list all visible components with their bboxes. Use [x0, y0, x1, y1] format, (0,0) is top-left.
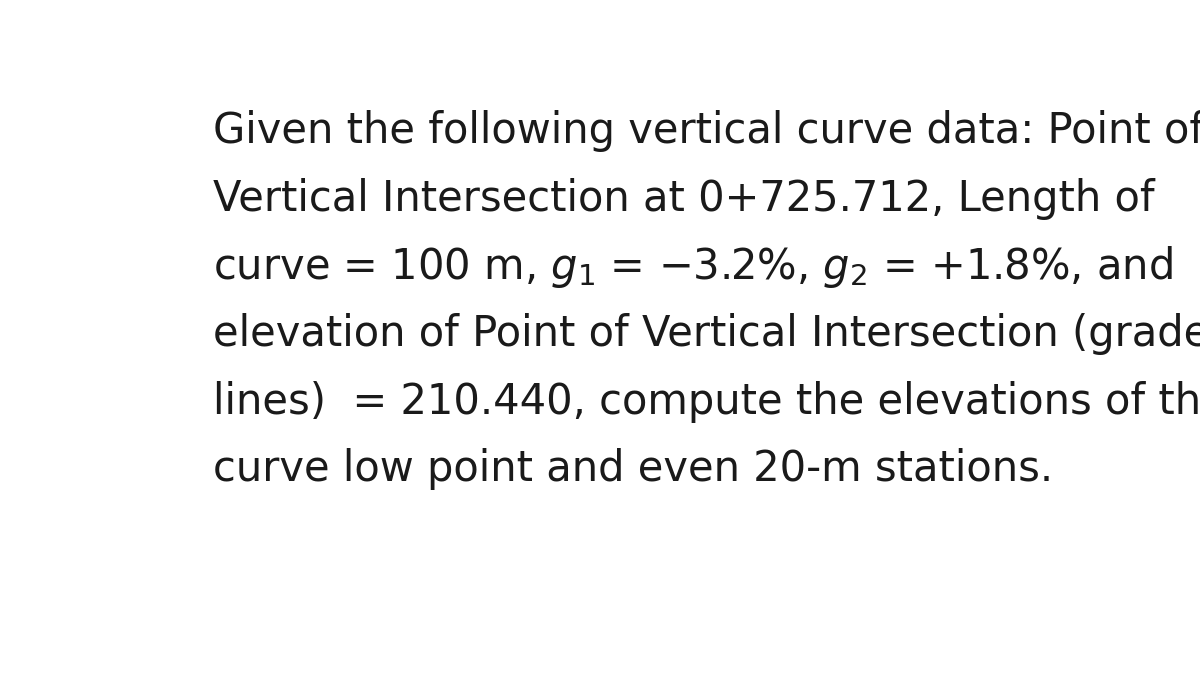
Text: Given the following vertical curve data: Point of: Given the following vertical curve data:…	[214, 111, 1200, 153]
Text: lines)  = 210.440, compute the elevations of the: lines) = 210.440, compute the elevations…	[214, 381, 1200, 423]
Text: elevation of Point of Vertical Intersection (grade-: elevation of Point of Vertical Intersect…	[214, 313, 1200, 355]
Text: curve low point and even 20-m stations.: curve low point and even 20-m stations.	[214, 448, 1054, 490]
Text: curve = 100 m, $\mathit{g}_1$ = $-$3.2%, $\mathit{g}_2$ = +1.8%, and: curve = 100 m, $\mathit{g}_1$ = $-$3.2%,…	[214, 244, 1174, 290]
Text: Vertical Intersection at 0+725.712, Length of: Vertical Intersection at 0+725.712, Leng…	[214, 178, 1154, 220]
